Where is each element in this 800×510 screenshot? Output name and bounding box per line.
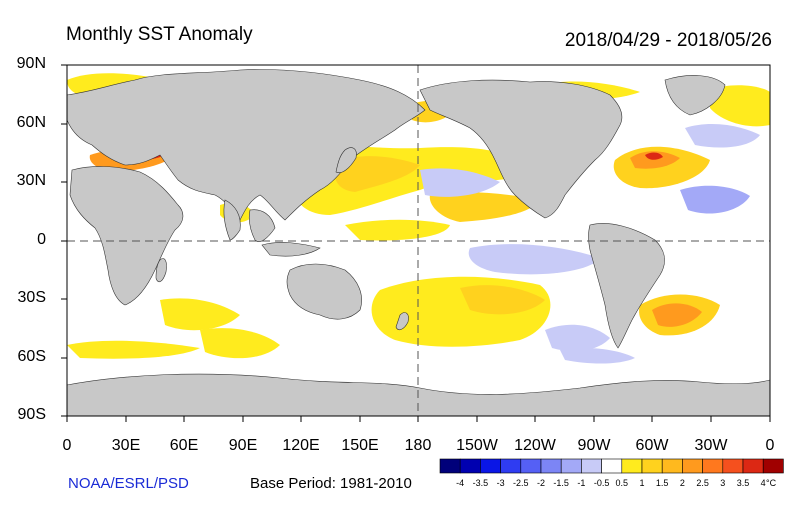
colorbar-tick-label: -0.5 [593, 478, 610, 488]
lat-label-90s: 90S [17, 406, 46, 423]
land-indonesia [261, 242, 321, 257]
colorbar-swatch [439, 458, 461, 474]
lon-label-30w: 30W [694, 437, 728, 454]
anomaly-hot-south-atlantic [652, 303, 702, 327]
anomaly-warm-south-pacific-core [460, 285, 545, 315]
anomaly-red-nw-atlantic [645, 152, 663, 160]
lon-label-60w: 60W [635, 437, 669, 454]
colorbar [439, 458, 784, 474]
colorbar-tick-label: -1 [577, 478, 586, 488]
anomaly-hot-nw-atlantic [630, 151, 680, 169]
colorbar-tick-label: 2 [679, 478, 685, 488]
colorbar-tick-label: 4 [760, 478, 766, 488]
lon-label-120w: 120W [514, 437, 556, 454]
land-australia [286, 263, 362, 320]
anomaly-warm-south-indian-east [200, 328, 280, 359]
anomaly-cool-tropical-atlantic [680, 185, 750, 214]
colorbar-swatch [520, 458, 542, 474]
colorbar-tick-label: 1 [639, 478, 645, 488]
lon-label-120e: 120E [282, 437, 320, 454]
land-madagascar [155, 258, 167, 283]
base-period-label: Base Period: 1981-2010 [250, 475, 412, 492]
anomaly-warm-northeast-atlantic [710, 85, 770, 127]
lon-label-0: 0 [62, 437, 72, 454]
land-japan [335, 147, 357, 173]
colorbar-tick-label: 2.5 [696, 478, 709, 488]
map-title: Monthly SST Anomaly [66, 24, 253, 45]
anomaly-warm-south-indian [160, 298, 240, 331]
lon-label-180: 180 [404, 437, 432, 454]
colorbar-swatch [540, 458, 562, 474]
map-ticks [61, 64, 771, 422]
land-africa [69, 166, 184, 306]
colorbar-swatch [621, 458, 643, 474]
colorbar-swatch [682, 458, 703, 474]
colorbar-swatch [722, 458, 744, 474]
land-southeast-asia [248, 209, 276, 242]
anomaly-warm-southern-ocean [67, 340, 200, 359]
lon-label-90e: 90E [228, 437, 258, 454]
lon-label-150e: 150E [341, 437, 379, 454]
lat-label-60s: 60S [17, 348, 46, 365]
colorbar-swatch [762, 458, 784, 474]
lat-label-60n: 60N [16, 114, 46, 131]
colorbar-swatch [661, 458, 683, 474]
lon-label-90w: 90W [577, 437, 611, 454]
anomaly-cool-north-atlantic [685, 124, 760, 148]
lon-label-150w: 150W [456, 437, 498, 454]
anomaly-cool-south-pacific [545, 324, 610, 352]
colorbar-swatch [480, 458, 501, 474]
anomaly-layer [67, 73, 770, 364]
anomaly-cool-east-pacific [468, 244, 600, 275]
colorbar-swatch [702, 458, 724, 474]
lat-label-30n: 30N [16, 172, 46, 189]
colorbar-tick-label: -3.5 [472, 478, 489, 488]
colorbar-tick-label: -2.5 [513, 478, 529, 488]
land-north-america [419, 79, 623, 219]
source-label: NOAA/ESRL/PSD [68, 475, 189, 492]
colorbar-swatch [641, 458, 663, 474]
colorbar-tick-label: 0.5 [615, 478, 629, 488]
colorbar-tick-label: 3.5 [736, 478, 750, 488]
colorbar-tick-label: 3 [720, 478, 726, 488]
land-greenland [664, 75, 726, 116]
lat-label-30s: 30S [17, 289, 46, 306]
land-india [223, 199, 241, 241]
land-layer [67, 69, 770, 416]
anomaly-cool-subtropical-pacific [420, 168, 500, 197]
colorbar-swatch [581, 458, 602, 474]
colorbar-swatch [742, 458, 764, 474]
anomaly-warm-central-pacific [345, 219, 450, 241]
lat-label-90n: 90N [16, 55, 46, 72]
colorbar-swatch [601, 458, 623, 474]
lon-label-60e: 60E [169, 437, 199, 454]
colorbar-tick-label: -3 [496, 478, 505, 488]
colorbar-unit: °C [766, 478, 777, 488]
colorbar-tick-label: 1.5 [655, 478, 669, 488]
land-eurasia [67, 69, 426, 221]
anomaly-warm-south-pacific [371, 276, 551, 347]
lat-label-0: 0 [37, 231, 46, 248]
land-new-zealand [395, 312, 409, 331]
colorbar-tick-label: -2 [536, 478, 546, 488]
colorbar-swatch [560, 458, 582, 474]
anomaly-cool-southern-ocean [560, 347, 635, 364]
lon-label-30e: 30E [111, 437, 141, 454]
colorbar-swatch [500, 458, 522, 474]
colorbar-swatch [459, 458, 481, 474]
date-range: 2018/04/29 - 2018/05/26 [564, 30, 772, 51]
anomaly-warm-north-pacific-core [335, 156, 420, 192]
lon-label-0-east: 0 [765, 437, 775, 454]
colorbar-tick-label: -1.5 [553, 478, 569, 488]
colorbar-tick-label: -4 [456, 478, 465, 488]
land-south-america [588, 223, 665, 349]
anomaly-warm-north-pacific-east [429, 192, 540, 222]
